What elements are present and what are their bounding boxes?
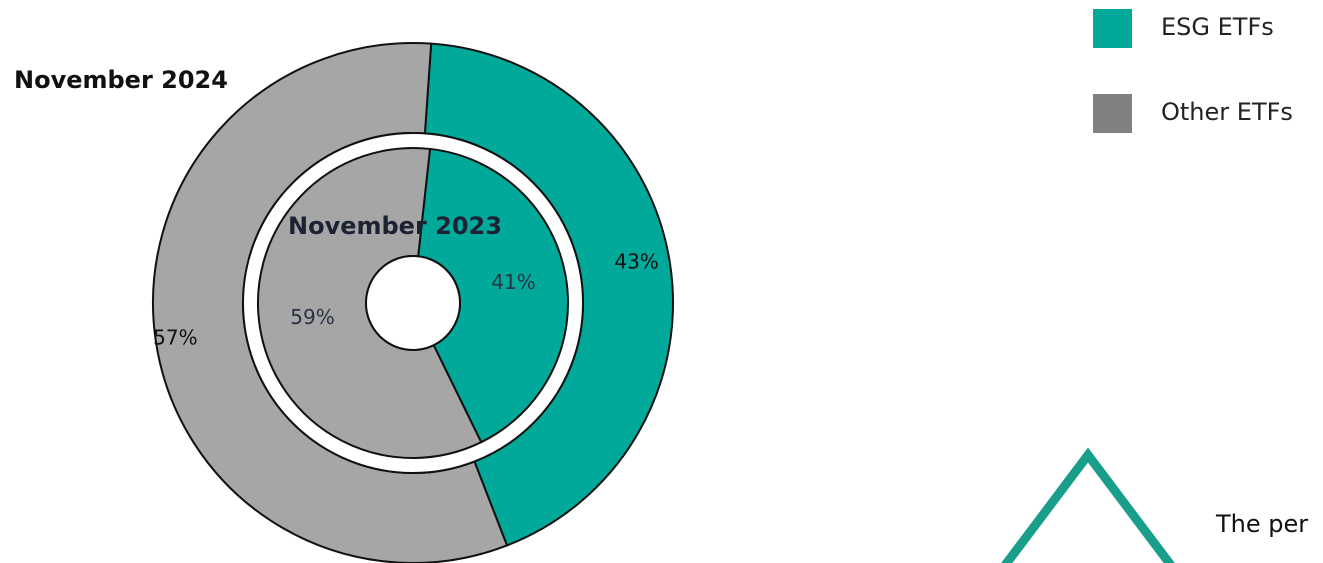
- slice-label-2023-esg: 41%: [491, 270, 535, 294]
- slice-label-2024-other: 57%: [153, 325, 197, 349]
- slice-label-2023-other: 59%: [290, 305, 334, 329]
- arrow-shape: [1001, 447, 1175, 563]
- ring-title-2024: November 2024: [14, 66, 228, 94]
- donut-hole: [365, 255, 461, 351]
- legend-swatch-esg: [1093, 9, 1132, 48]
- annotation-text: The per: [1216, 510, 1309, 538]
- ring-title-2023: November 2023: [288, 212, 502, 240]
- legend-swatch-other: [1093, 94, 1132, 133]
- inner-ring-2023: [257, 147, 569, 459]
- legend-label-other: Other ETFs: [1161, 98, 1293, 126]
- legend-label-esg: ESG ETFs: [1161, 13, 1274, 41]
- slice-labels: 43% 57% 41% 59%: [153, 250, 659, 350]
- slice-label-2024-esg: 43%: [614, 250, 658, 274]
- up-arrow: [1001, 447, 1175, 563]
